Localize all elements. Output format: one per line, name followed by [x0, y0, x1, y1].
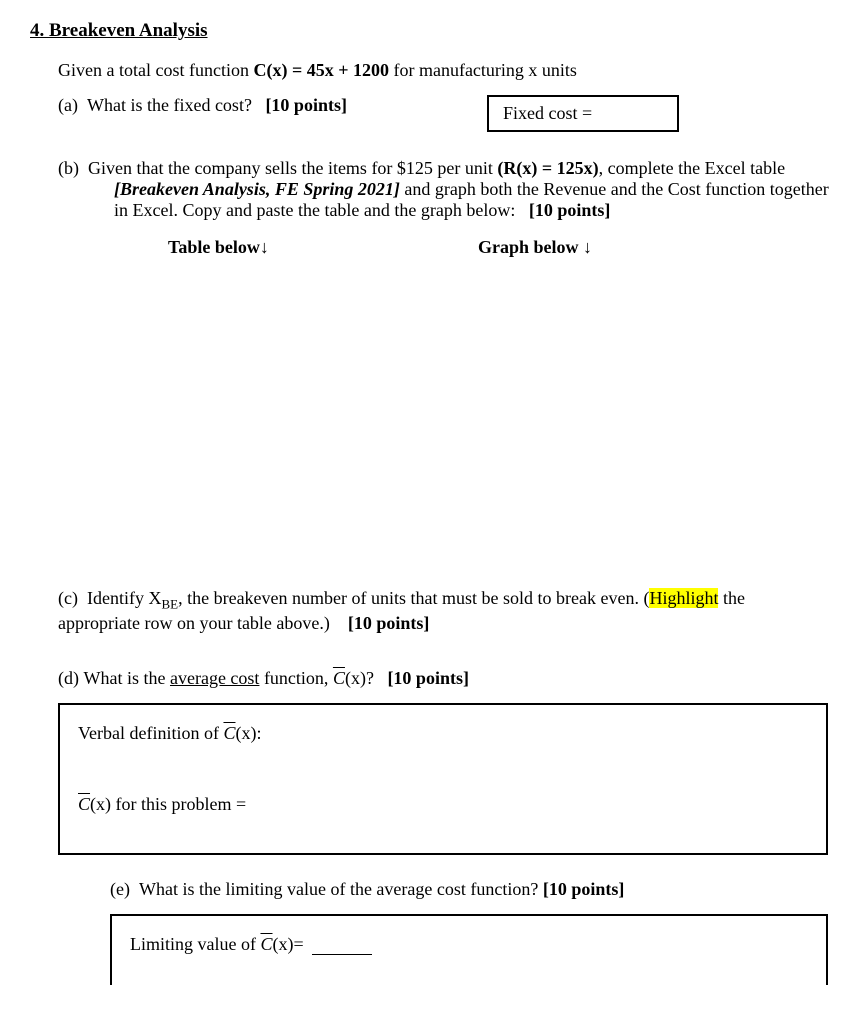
table-arrow-icon: ↓ — [260, 237, 269, 257]
part-e-answer-box[interactable]: Limiting value of C(x)= — [110, 914, 828, 985]
limit-cbar: C — [260, 934, 272, 954]
verbal-pre: Verbal definition of — [78, 723, 223, 743]
limit-post: (x)= — [273, 934, 304, 954]
part-d-line: (d) What is the average cost function, C… — [58, 668, 838, 689]
limiting-value-row: Limiting value of C(x)= — [130, 934, 808, 955]
part-c-post: the — [718, 588, 745, 608]
part-e-line: (e) What is the limiting value of the av… — [110, 879, 838, 900]
part-b-l1-bold: (R(x) = 125x) — [497, 158, 598, 178]
part-b-l1-post: , complete the Excel table — [599, 158, 785, 178]
this-post: (x) for this problem = — [90, 794, 246, 814]
fixed-cost-label: Fixed cost = — [503, 103, 592, 123]
part-d-underline: average cost — [170, 668, 259, 688]
part-b-l2-ital: [Breakeven Analysis, FE Spring 2021] — [114, 179, 400, 199]
intro-prefix: Given a total cost function — [58, 60, 253, 80]
paste-area[interactable] — [30, 268, 838, 588]
this-cbar: C — [78, 794, 90, 814]
part-a-question: What is the fixed cost? — [87, 95, 252, 115]
part-e-text: What is the limiting value of the averag… — [139, 879, 538, 899]
intro-line: Given a total cost function C(x) = 45x +… — [58, 60, 838, 81]
part-a-points: [10 points] — [265, 95, 347, 115]
section-heading: 4. Breakeven Analysis — [30, 20, 838, 42]
part-d-label: (d) — [58, 668, 79, 688]
part-b-line1: (b) Given that the company sells the ite… — [58, 158, 838, 179]
part-a-label: (a) — [58, 95, 78, 115]
part-d-points: [10 points] — [387, 668, 469, 688]
intro-bold: C(x) = 45x + 1200 — [253, 60, 389, 80]
limit-pre: Limiting value of — [130, 934, 260, 954]
part-c-label: (c) — [58, 588, 78, 608]
part-b-label: (b) — [58, 158, 79, 178]
part-d-mid2: (x)? — [345, 668, 374, 688]
part-c-l2: appropriate row on your table above.) — [58, 613, 330, 633]
verbal-cbar: C — [223, 723, 235, 743]
graph-below-label: Graph below ↓ — [478, 237, 592, 258]
part-a-text: (a) What is the fixed cost? [10 points] — [58, 95, 347, 116]
part-b-points: [10 points] — [529, 200, 611, 220]
part-d-mid: function, — [259, 668, 333, 688]
part-c-block: (c) Identify XBE, the breakeven number o… — [58, 588, 838, 634]
part-c-mid: , the breakeven number of units that mus… — [178, 588, 649, 608]
graph-arrow-icon: ↓ — [583, 237, 592, 257]
table-below-text: Table below — [168, 237, 260, 257]
part-c-line1: (c) Identify XBE, the breakeven number o… — [58, 588, 838, 613]
verbal-definition-row: Verbal definition of C(x): — [78, 723, 808, 744]
highlight-word: Highlight — [649, 588, 718, 608]
limit-blank-line[interactable] — [312, 954, 372, 955]
fixed-cost-input-box[interactable]: Fixed cost = — [487, 95, 679, 132]
verbal-post: (x): — [235, 723, 261, 743]
part-d-answer-box[interactable]: Verbal definition of C(x): C(x) for this… — [58, 703, 828, 855]
this-problem-row: C(x) for this problem = — [78, 794, 808, 815]
part-b-line3: in Excel. Copy and paste the table and t… — [114, 200, 838, 221]
graph-below-text: Graph below — [478, 237, 583, 257]
part-c-points: [10 points] — [348, 613, 430, 633]
part-c-line2: appropriate row on your table above.) [1… — [58, 613, 838, 634]
part-d-block: (d) What is the average cost function, C… — [58, 668, 838, 689]
part-e-block: (e) What is the limiting value of the av… — [110, 879, 838, 900]
part-b-line2: [Breakeven Analysis, FE Spring 2021] and… — [114, 179, 838, 200]
part-d-pre: What is the — [84, 668, 170, 688]
part-c-pre: Identify X — [87, 588, 161, 608]
part-e-label: (e) — [110, 879, 130, 899]
intro-suffix: for manufacturing x units — [389, 60, 577, 80]
part-d-cbar: C — [333, 668, 345, 688]
part-a-row: (a) What is the fixed cost? [10 points] … — [58, 95, 838, 132]
part-e-points: [10 points] — [543, 879, 625, 899]
part-c-sub: BE — [161, 597, 178, 612]
part-b-l1-pre: Given that the company sells the items f… — [88, 158, 497, 178]
part-b-l2-post: and graph both the Revenue and the Cost … — [400, 179, 829, 199]
table-below-label: Table below↓ — [168, 237, 478, 258]
part-b-l3: in Excel. Copy and paste the table and t… — [114, 200, 515, 220]
part-b-block: (b) Given that the company sells the ite… — [58, 158, 838, 258]
part-b-sublabels: Table below↓ Graph below ↓ — [168, 237, 838, 258]
